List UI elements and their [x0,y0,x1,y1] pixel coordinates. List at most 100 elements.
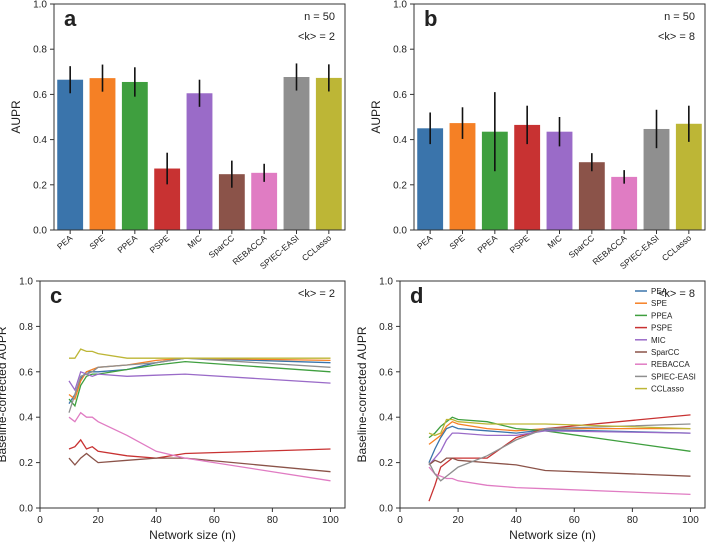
y-axis-label: Baseline-corrected AUPR [0,326,9,462]
x-tick-label: 20 [93,515,105,526]
bar-pea [417,128,444,230]
x-tick-label: SPE [87,233,107,252]
legend-label: PEA [651,287,668,296]
plot-frame [53,3,346,231]
x-tick-label: 0 [37,515,43,526]
x-tick-label: CCLasso [300,233,333,263]
y-tick-label: 0.2 [379,458,393,469]
series-line-rebacca [68,411,331,482]
panel-label: c [50,283,62,308]
bar-spe [449,123,476,230]
x-tick-label: PSPE [148,233,172,255]
annotation: <k> = 8 [658,288,695,300]
y-tick-label: 1.0 [379,277,393,288]
bar-mic [546,131,573,230]
legend: PEA SPE PPEA PSPE MIC SparCC REBACCA SPIEC-EASI… [635,287,696,394]
y-tick-label: 1.0 [19,277,33,288]
legend-label: SPIEC-EASI [651,372,696,381]
x-tick-label: MIC [185,233,203,251]
x-tick-label: 100 [322,515,339,526]
panel-b: 0.0 0.2 0.4 0.6 0.8 1.0 AUPR PEA SPE PPEA PSPE MIC S… [369,0,706,271]
y-tick-label: 1.0 [33,0,47,11]
series-line-pspe [68,438,331,459]
x-axis-label: Network size (n) [509,528,596,542]
y-axis-label: AUPR [369,100,383,134]
panel-c: 0.0 0.2 0.4 0.6 0.8 1.0 Baseline-corrected AUP… [0,277,346,542]
series-line-rebacca [428,466,691,496]
series-line-mic [68,370,331,392]
legend-label: PPEA [651,311,673,320]
legend-label: SPE [651,299,667,308]
y-tick-label: 0.8 [33,45,47,56]
legend-label: REBACCA [651,360,690,369]
y-tick-label: 0.4 [33,135,47,146]
x-tick-label: MIC [545,233,563,251]
y-tick-label: 0.6 [393,90,407,101]
y-tick-label: 0.0 [33,226,47,237]
y-tick-label: 0.4 [379,413,393,424]
x-tick-label: 40 [511,515,523,526]
bar-spe [89,78,116,231]
x-tick-label: 60 [569,515,581,526]
panel-d: 0.0 0.2 0.4 0.6 0.8 1.0 Baseline-corrected AUP… [355,277,706,542]
x-tick-label: SPE [447,233,467,252]
y-tick-label: 0.4 [393,135,407,146]
x-tick-label: SparCC [207,233,237,260]
y-tick-label: 0.2 [393,180,407,191]
series-line-spiec-easi [68,357,331,413]
series-line-pea [428,425,691,463]
y-tick-label: 0.6 [33,90,47,101]
legend-label: CCLasso [651,385,684,394]
x-tick-label: 60 [209,515,221,526]
y-tick-label: 0.2 [33,180,47,191]
bar-ppea [121,81,148,230]
y-tick-label: 0.0 [393,226,407,237]
x-tick-label: 40 [151,515,163,526]
series-line-ppea [68,360,331,408]
series-line-cclasso [69,348,331,359]
bar-rebacca [251,172,278,230]
bar-sparcc [578,162,605,230]
bar-cclasso [315,77,342,230]
x-tick-label: PEA [55,233,75,252]
x-tick-label: 80 [267,515,279,526]
x-axis-label: Network size (n) [149,528,236,542]
y-tick-label: 0.0 [379,504,393,515]
x-tick-label: PSPE [508,233,532,255]
x-tick-label: PEA [415,233,435,252]
y-tick-label: 0.8 [19,322,33,333]
y-tick-label: 0.6 [19,367,33,378]
annotation: n = 50 [304,11,335,23]
y-tick-label: 0.6 [379,367,393,378]
series-line-spe [68,357,331,401]
plot-frame [399,280,706,509]
panel-label: a [64,6,77,31]
annotation: n = 50 [664,11,695,23]
y-tick-label: 0.8 [379,322,393,333]
y-tick-label: 0.4 [19,413,33,424]
legend-label: PSPE [651,324,672,333]
y-tick-label: 0.8 [393,45,407,56]
y-tick-label: 0.2 [19,458,33,469]
legend-label: SparCC [651,348,680,357]
bar-pea [57,79,84,231]
annotation: <k> = 2 [298,31,335,43]
plot-frame [413,3,706,231]
y-axis-label: AUPR [9,100,23,134]
x-tick-label: PPEA [475,233,499,255]
series-line-cclasso [428,418,691,437]
series-line-spiec-easi [428,423,691,482]
panel-a: 0.0 0.2 0.4 0.6 0.8 1.0 AUPR PEA SPE PPEA PSPE MIC S… [9,0,346,271]
panel-label: d [410,283,423,308]
plot-frame [39,280,346,509]
series-line-sparcc [68,452,331,473]
series-line-mic [428,430,691,466]
x-tick-label: PPEA [115,233,139,255]
x-tick-label: 0 [397,515,403,526]
y-tick-label: 1.0 [393,0,407,11]
x-tick-label: CCLasso [660,233,693,263]
x-tick-label: 20 [453,515,465,526]
series-line-sparcc [428,457,691,477]
x-tick-label: SparCC [567,233,597,260]
